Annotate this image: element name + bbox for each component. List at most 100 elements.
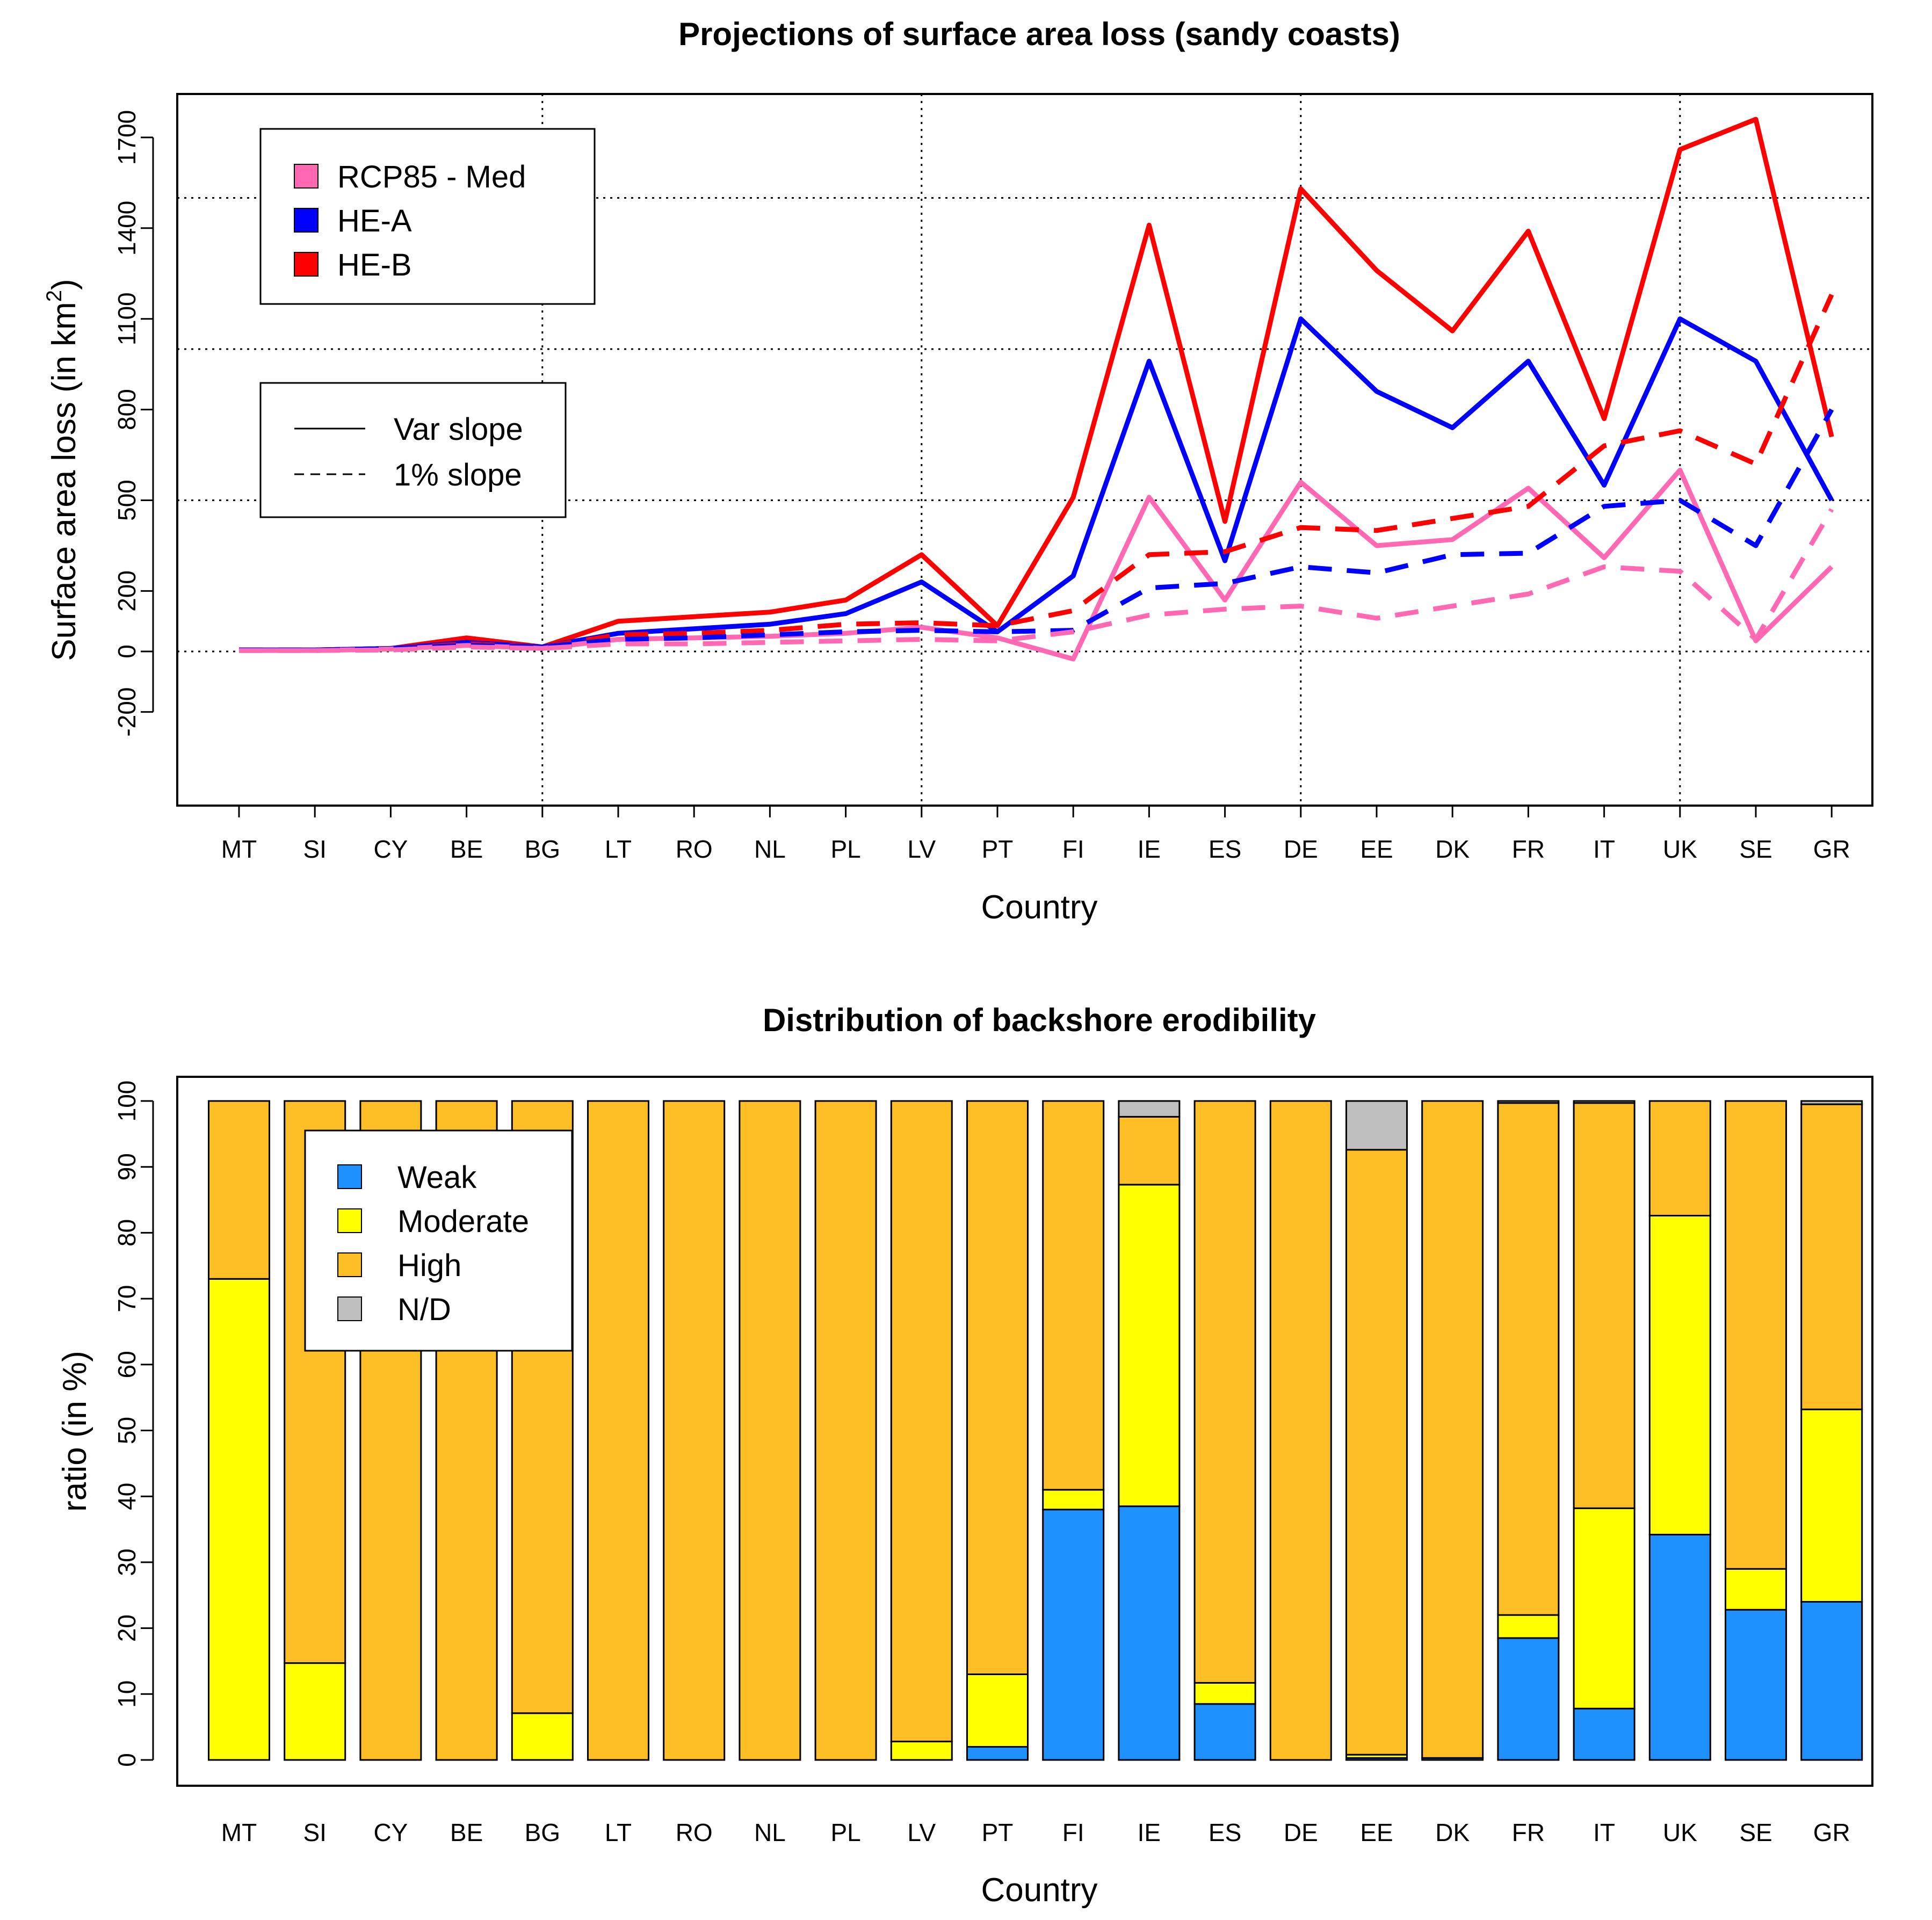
x-tick-label-mt: MT xyxy=(221,835,257,863)
x-tick-label-uk: UK xyxy=(1663,835,1697,863)
bar-x-tick-label-si: SI xyxy=(303,1818,326,1846)
bar-x-tick-label-se: SE xyxy=(1739,1818,1772,1846)
y-axis-title-main: Surface area loss (in km xyxy=(46,302,83,661)
x-tick-label-lv: LV xyxy=(907,835,936,863)
bar-y-tick-label-90: 90 xyxy=(113,1153,141,1180)
series-line-rcp85-med-var-slope xyxy=(239,467,1834,662)
bar-segment-fr-high xyxy=(1497,1102,1560,1616)
bar-x-tick-label-cy: CY xyxy=(373,1818,408,1846)
x-tick-label-gr: GR xyxy=(1813,835,1850,863)
bar-x-tick-label-gr: GR xyxy=(1813,1818,1850,1846)
x-tick-label-es: ES xyxy=(1209,835,1241,863)
legend-swatch-he-b xyxy=(294,252,319,277)
series-line-he-a-one-pct-slope xyxy=(239,408,1834,653)
bar-segment-fi-weak xyxy=(1042,1509,1105,1761)
series-legend: RCP85 - Med HE-A HE-B xyxy=(259,128,596,305)
legend-swatch-moderate xyxy=(337,1208,362,1233)
bar-chart-y-axis: 0 10 20 30 40 50 60 70 80 90 100 xyxy=(113,1081,154,1767)
bar-chart-x-axis-title: Country xyxy=(981,1872,1097,1909)
bar-segment-lv-moderate xyxy=(890,1741,953,1761)
legend-label-n-d: N/D xyxy=(397,1292,451,1327)
bar-segment-mt-high xyxy=(208,1100,270,1280)
bar-x-tick-label-bg: BG xyxy=(525,1818,560,1846)
bar-segment-se-weak xyxy=(1725,1609,1787,1761)
bar-x-tick-label-es: ES xyxy=(1209,1818,1241,1846)
bar-x-tick-label-ie: IE xyxy=(1138,1818,1161,1846)
bar-segment-ie-n-d xyxy=(1118,1100,1181,1118)
bar-chart-bars xyxy=(208,1100,1863,1761)
bar-segment-fi-high xyxy=(1042,1100,1105,1491)
bar-segment-uk-moderate xyxy=(1648,1215,1711,1535)
bar-y-tick-label-40: 40 xyxy=(113,1483,141,1510)
bar-segment-gr-weak xyxy=(1800,1601,1863,1761)
bar-x-tick-label-dk: DK xyxy=(1435,1818,1470,1846)
bar-chart-x-axis: MT SI CY BE BG LT RO NL PL LV PT FI IE ES DE EE DK FR IT UK… xyxy=(221,1818,1850,1846)
bar-segment-bg-moderate xyxy=(511,1712,574,1761)
line-chart-x-axis-title: Country xyxy=(981,889,1097,926)
legend-label-he-a: HE-A xyxy=(337,204,412,238)
legend-label-weak: Weak xyxy=(397,1160,477,1195)
bar-segment-pl-high xyxy=(814,1100,877,1761)
bar-segment-ie-high xyxy=(1118,1115,1181,1186)
x-tick-label-lt: LT xyxy=(605,835,632,863)
bar-x-tick-label-lv: LV xyxy=(907,1818,936,1846)
bar-segment-ie-moderate xyxy=(1118,1184,1181,1508)
x-tick-label-cy: CY xyxy=(373,835,408,863)
bar-x-tick-label-fi: FI xyxy=(1062,1818,1084,1846)
bar-y-tick-label-0: 0 xyxy=(113,1753,141,1767)
bar-segment-it-weak xyxy=(1573,1707,1636,1761)
bar-segment-mt-moderate xyxy=(208,1278,270,1761)
x-tick-label-ro: RO xyxy=(676,835,713,863)
x-tick-label-fi: FI xyxy=(1062,835,1084,863)
y-tick-label-200: 200 xyxy=(113,570,141,612)
bar-segment-se-high xyxy=(1725,1100,1787,1570)
bar-segment-de-high xyxy=(1269,1100,1332,1761)
line-chart-series xyxy=(239,117,1834,662)
bar-x-tick-label-it: IT xyxy=(1593,1818,1615,1846)
bar-x-tick-label-de: DE xyxy=(1284,1818,1318,1846)
bar-segment-dk-high xyxy=(1421,1100,1484,1759)
bar-y-tick-label-100: 100 xyxy=(113,1081,141,1122)
y-tick-label-500: 500 xyxy=(113,480,141,521)
bar-segment-lv-high xyxy=(890,1100,953,1743)
bar-segment-uk-weak xyxy=(1648,1533,1711,1761)
bar-segment-ro-high xyxy=(663,1100,726,1761)
bar-segment-nl-high xyxy=(739,1100,801,1761)
x-tick-label-se: SE xyxy=(1739,835,1772,863)
x-tick-label-pt: PT xyxy=(982,835,1014,863)
bar-segment-ee-high xyxy=(1345,1149,1408,1756)
legend-label-high: High xyxy=(397,1248,461,1283)
bar-segment-it-n-d xyxy=(1573,1100,1636,1104)
style-legend-box xyxy=(259,382,567,518)
x-tick-label-de: DE xyxy=(1284,835,1318,863)
bar-x-tick-label-mt: MT xyxy=(221,1818,257,1846)
legend-label-he-b: HE-B xyxy=(337,248,412,282)
line-chart-gridlines xyxy=(177,94,1872,806)
y-tick-label-0: 0 xyxy=(113,644,141,658)
line-chart-x-axis: MT SI CY BE BG LT RO NL PL LV PT FI IE ES DE EE DK FR IT UK… xyxy=(221,805,1850,863)
y-tick-label-1100: 1100 xyxy=(113,292,141,345)
bar-x-tick-label-lt: LT xyxy=(605,1818,632,1846)
bar-segment-fr-moderate xyxy=(1497,1614,1560,1639)
line-chart-y-axis: -200 0 200 500 800 1100 1400 1700 xyxy=(113,110,154,737)
bar-chart-plot-frame xyxy=(176,1076,1873,1787)
bar-segment-si-moderate xyxy=(284,1662,346,1761)
bar-x-tick-label-pl: PL xyxy=(830,1818,860,1846)
line-chart-title: Projections of surface area loss (sandy … xyxy=(678,16,1400,52)
x-tick-label-it: IT xyxy=(1593,835,1615,863)
bar-segment-gr-moderate xyxy=(1800,1408,1863,1603)
bar-segment-it-high xyxy=(1573,1102,1636,1509)
series-line-he-b-one-pct-slope xyxy=(239,293,1834,653)
x-tick-label-fr: FR xyxy=(1512,835,1545,863)
legend-label-moderate: Moderate xyxy=(397,1204,529,1239)
bar-y-tick-label-60: 60 xyxy=(113,1351,141,1378)
x-tick-label-si: SI xyxy=(303,835,326,863)
bar-x-tick-label-fr: FR xyxy=(1512,1818,1545,1846)
y-tick-label-800: 800 xyxy=(113,389,141,430)
bar-segment-ie-weak xyxy=(1118,1505,1181,1761)
bar-x-tick-label-nl: NL xyxy=(754,1818,786,1846)
line-chart-y-axis-title: Surface area loss (in km2) xyxy=(42,279,83,661)
legend-swatch-rcp85-med xyxy=(294,164,319,189)
bar-segment-it-moderate xyxy=(1573,1507,1636,1709)
bar-y-tick-label-20: 20 xyxy=(113,1614,141,1642)
